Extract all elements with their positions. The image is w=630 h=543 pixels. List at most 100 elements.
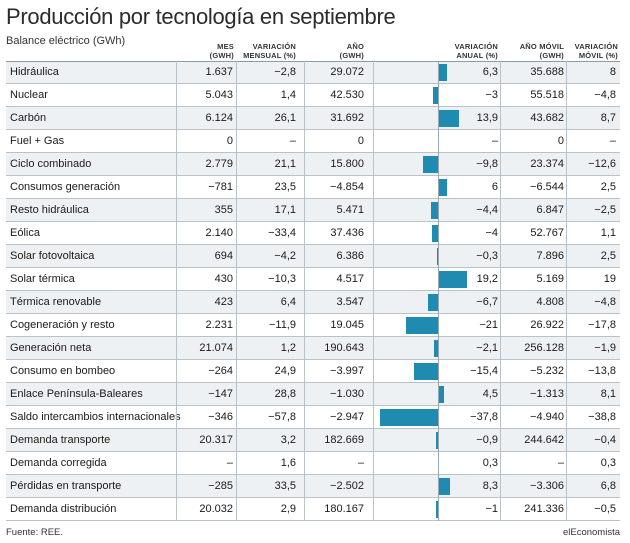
table-row: Generación neta 21.074 1,2 190.643 −2,1 256.1… xyxy=(6,337,620,360)
table-row: Demanda transporte 20.317 3,2 182.669 −0,9 24… xyxy=(6,429,620,452)
cell-var-movil: −17,8 xyxy=(588,319,616,331)
table-row: Demanda distribución 20.032 2,9 180.167 −1 24… xyxy=(6,498,620,521)
cell-anio: 180.167 xyxy=(324,503,364,515)
cell-var-mensual: 1,2 xyxy=(280,342,296,354)
row-label: Cogeneración y resto xyxy=(10,319,115,331)
bar-variacion-anual xyxy=(422,156,438,173)
bar-variacion-anual xyxy=(405,317,438,334)
cell-mes: 694 xyxy=(214,250,233,262)
cell-var-movil: −2,5 xyxy=(594,204,616,216)
cell-var-anual: −37,8 xyxy=(470,411,498,423)
cell-var-movil: −38,8 xyxy=(588,411,616,423)
cell-mes: 20.032 xyxy=(199,503,233,515)
cell-anio-movil: 7.896 xyxy=(536,250,564,262)
row-label: Enlace Península-Baleares xyxy=(10,388,143,400)
cell-var-movil: 19 xyxy=(603,273,616,285)
header-var-anual-line2: ANUAL (%) xyxy=(456,51,498,60)
cell-var-anual: 19,2 xyxy=(476,273,498,285)
cell-var-anual: −6,7 xyxy=(476,296,498,308)
table-row: Consumo en bombeo −264 24,9 −3.997 −15,4 −5.2… xyxy=(6,360,620,383)
column-divider xyxy=(236,61,237,521)
table-row: Solar fotovoltaica 694 −4,2 6.386 −0,3 7.896 2… xyxy=(6,245,620,268)
table-row: Ciclo combinado 2.779 21,1 15.800 −9,8 23.374… xyxy=(6,153,620,176)
cell-var-mensual: −2,8 xyxy=(274,66,296,78)
column-divider xyxy=(176,61,177,521)
header-var-movil-line2: MÓVIL (%) xyxy=(578,51,618,60)
cell-var-movil: 8,7 xyxy=(600,112,616,124)
header-var-anual: VARIACIÓN ANUAL (%) xyxy=(440,42,498,60)
cell-var-anual: −0,3 xyxy=(476,250,498,262)
header-anio-movil-line2: (GWH) xyxy=(539,51,564,60)
cell-var-movil: 6,8 xyxy=(600,480,616,492)
row-divider xyxy=(6,175,620,176)
row-divider xyxy=(6,359,620,360)
cell-var-mensual: 23,5 xyxy=(274,181,296,193)
cell-anio: 0 xyxy=(357,135,364,147)
table-row: Saldo intercambios internacionales −346 −5… xyxy=(6,406,620,429)
bar-variacion-anual xyxy=(380,409,438,426)
bar-variacion-anual xyxy=(434,340,438,357)
cell-anio: 3.547 xyxy=(336,296,364,308)
cell-mes: 355 xyxy=(214,204,233,216)
cell-anio: 37.436 xyxy=(330,227,364,239)
cell-var-mensual: −57,8 xyxy=(268,411,296,423)
footer-source: Fuente: REE. xyxy=(6,527,64,538)
cell-anio-movil: 241.336 xyxy=(524,503,564,515)
cell-var-mensual: 24,9 xyxy=(274,365,296,377)
cell-var-anual: −21 xyxy=(479,319,498,331)
table-row: Térmica renovable 423 6,4 3.547 −6,7 4.808 −4,… xyxy=(6,291,620,314)
row-divider xyxy=(6,267,620,268)
cell-var-mensual: 1,6 xyxy=(280,457,296,469)
cell-anio-movil: 26.922 xyxy=(530,319,564,331)
bar-variacion-anual xyxy=(437,64,448,81)
header-anio-line1: AÑO xyxy=(346,42,364,51)
row-divider xyxy=(6,152,620,153)
table-row: Resto hidráulica 355 17,1 5.471 −4,4 6.847 −2,… xyxy=(6,199,620,222)
cell-mes: 430 xyxy=(214,273,233,285)
row-divider xyxy=(6,497,620,498)
cell-anio: 5.471 xyxy=(336,204,364,216)
cell-var-anual: −1 xyxy=(485,503,498,515)
cell-anio: 182.669 xyxy=(324,434,364,446)
cell-anio: −2.502 xyxy=(330,480,364,492)
bar-variacion-anual xyxy=(437,386,445,403)
column-divider xyxy=(373,61,374,521)
bar-variacion-anual xyxy=(437,248,439,265)
cell-anio-movil: 55.518 xyxy=(530,89,564,101)
bar-variacion-anual xyxy=(430,202,438,219)
row-label: Nuclear xyxy=(10,89,48,101)
cell-anio: 190.643 xyxy=(324,342,364,354)
row-divider xyxy=(6,336,620,337)
row-divider xyxy=(6,313,620,314)
row-divider xyxy=(6,382,620,383)
cell-var-movil: −0,5 xyxy=(594,503,616,515)
cell-var-mensual: 2,9 xyxy=(280,503,296,515)
cell-var-anual: −4,4 xyxy=(476,204,498,216)
cell-var-anual: 8,3 xyxy=(482,480,498,492)
cell-var-movil: −4,8 xyxy=(594,296,616,308)
row-label: Hidráulica xyxy=(10,66,59,78)
row-label: Eólica xyxy=(10,227,40,239)
cell-var-anual: −4 xyxy=(485,227,498,239)
row-divider xyxy=(6,198,620,199)
cell-mes: −264 xyxy=(208,365,233,377)
header-anio-line2: (GWH) xyxy=(339,51,364,60)
cell-mes: 1.637 xyxy=(205,66,233,78)
row-divider xyxy=(6,290,620,291)
cell-var-movil: −1,9 xyxy=(594,342,616,354)
cell-mes: 20.317 xyxy=(199,434,233,446)
cell-mes: – xyxy=(226,457,233,469)
row-label: Térmica renovable xyxy=(10,296,102,308)
table-row: Solar térmica 430 −10,3 4.517 19,2 5.169 19 xyxy=(6,268,620,291)
row-divider xyxy=(6,106,620,107)
header-var-mensual-line1: VARIACIÓN xyxy=(252,42,296,51)
cell-var-movil: 8 xyxy=(609,66,616,78)
header-mes-line1: MES xyxy=(217,42,234,51)
cell-var-movil: 8,1 xyxy=(600,388,616,400)
cell-var-anual: −15,4 xyxy=(470,365,498,377)
row-divider xyxy=(6,405,620,406)
cell-mes: 5.043 xyxy=(205,89,233,101)
cell-var-mensual: – xyxy=(289,135,296,147)
cell-anio-movil: 0 xyxy=(557,135,564,147)
header-mes: MES (GWH) xyxy=(190,42,234,60)
